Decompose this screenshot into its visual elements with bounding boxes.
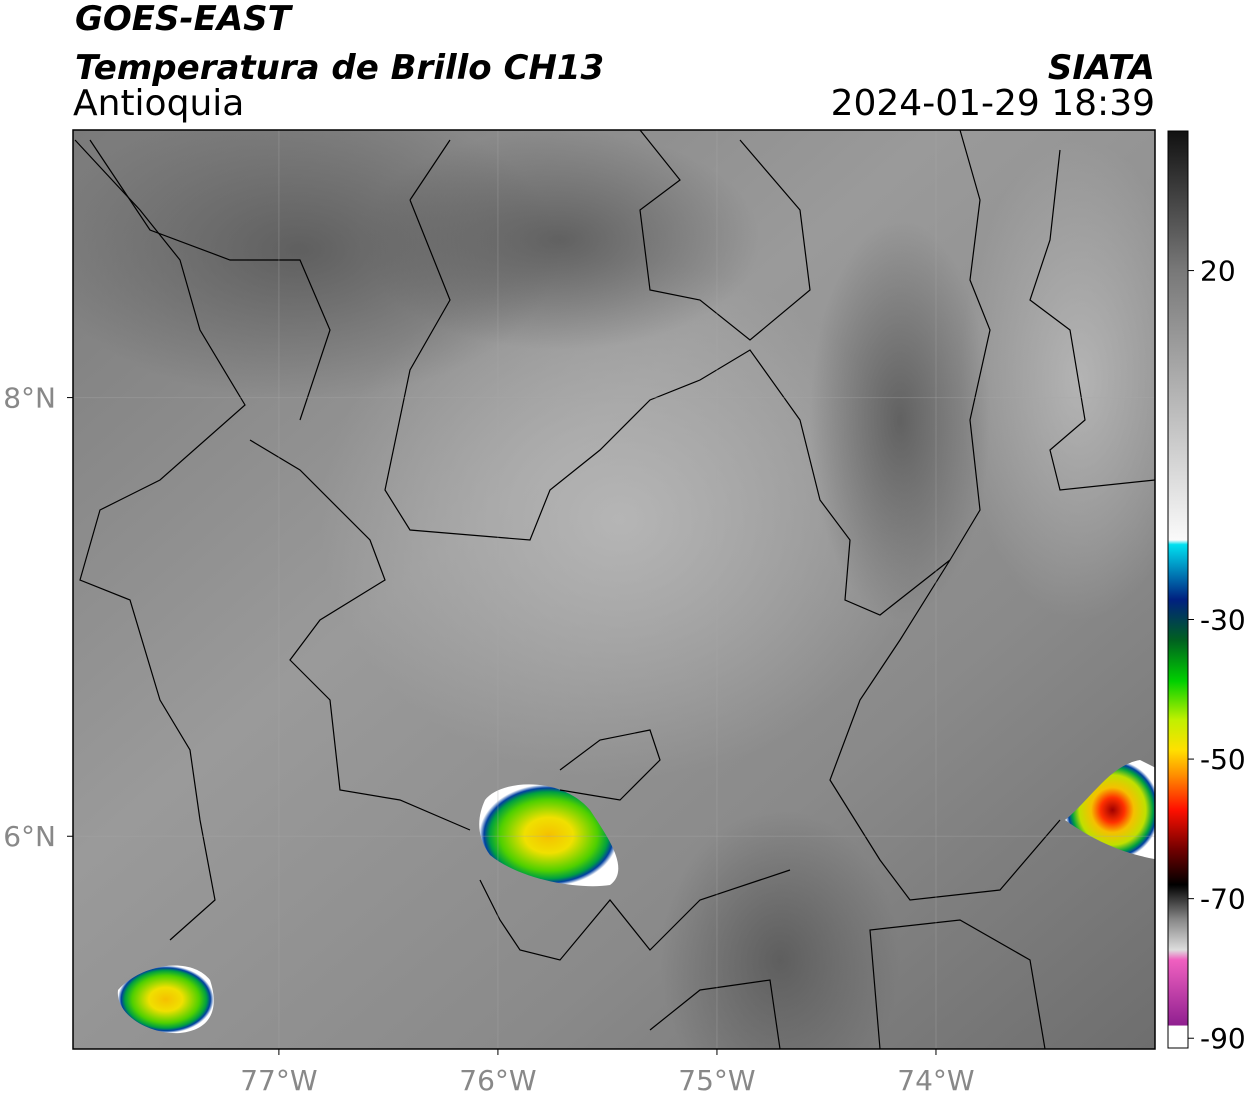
- lon-label: 75°W: [678, 1064, 755, 1097]
- colorbar-label: -50: [1200, 743, 1246, 776]
- datetime: 2024-01-29 18:39: [831, 83, 1155, 124]
- colorbar-label: 20: [1200, 255, 1236, 288]
- colorbar-label: -30: [1200, 604, 1246, 637]
- satellite-image: [73, 130, 1155, 1049]
- colorbar-label: -70: [1200, 883, 1246, 916]
- lat-label: 8°N: [3, 382, 56, 415]
- lon-label: 76°W: [459, 1064, 536, 1097]
- map-frame: [72, 129, 1156, 1050]
- colorbar: [1167, 130, 1189, 1049]
- region: Antioquia: [73, 83, 244, 124]
- lon-label: 77°W: [240, 1064, 317, 1097]
- lat-label: 6°N: [3, 820, 56, 853]
- lon-label: 74°W: [897, 1064, 974, 1097]
- source: SIATA: [1048, 48, 1155, 88]
- subtitle: Temperatura de Brillo CH13: [75, 48, 604, 88]
- colorbar-label: -90: [1200, 1022, 1246, 1055]
- graticule: [73, 130, 1155, 1049]
- title: GOES-EAST: [75, 0, 294, 39]
